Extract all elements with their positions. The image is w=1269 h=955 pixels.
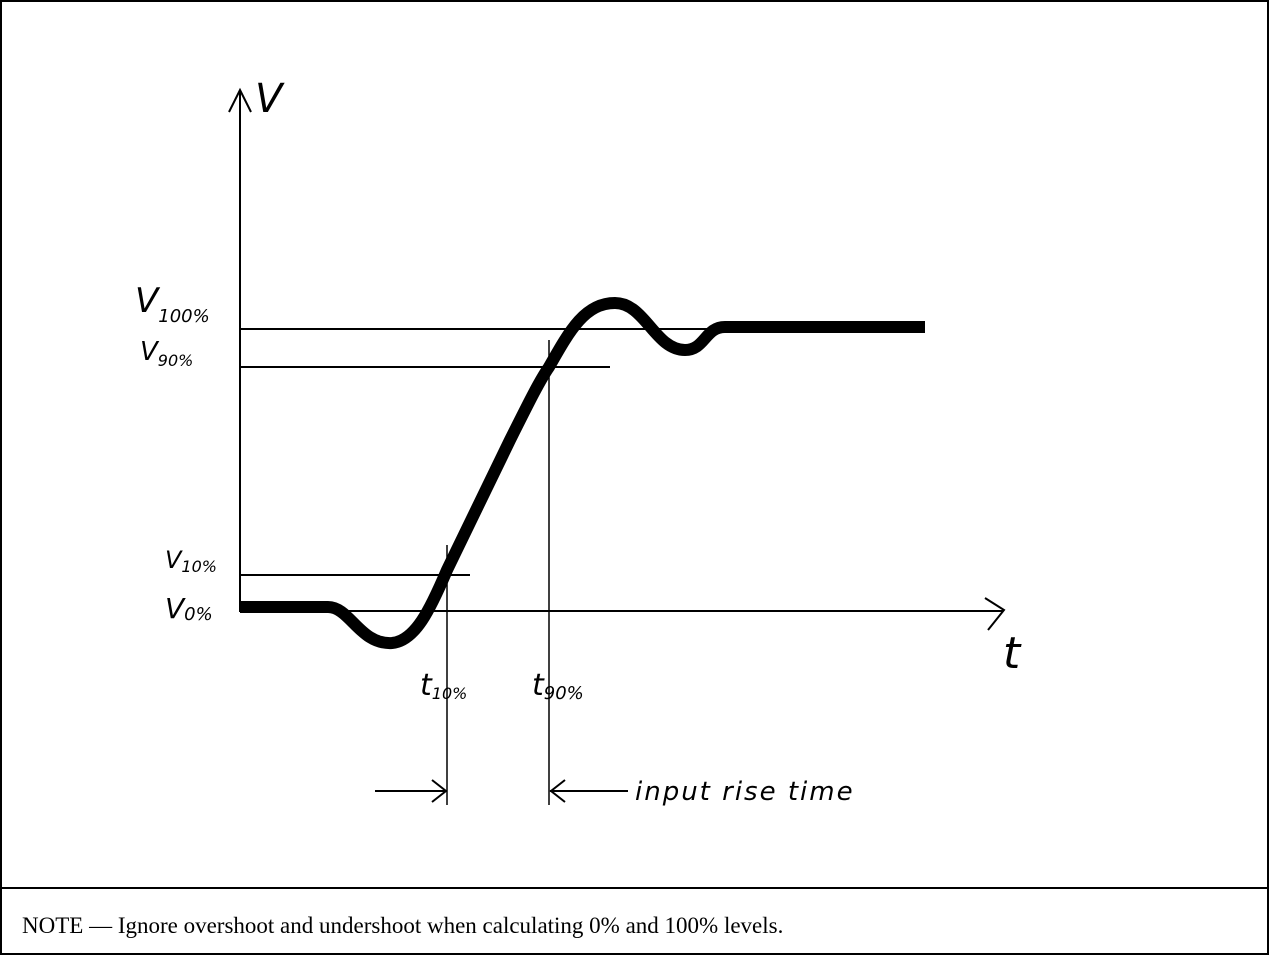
arrowhead (431, 779, 448, 803)
x-arrow (984, 597, 1006, 631)
level-main: V (165, 592, 186, 625)
level-sub: 0% (184, 604, 213, 625)
time-label: t10% (420, 668, 467, 703)
note: NOTE — Ignore overshoot and undershoot w… (22, 913, 783, 938)
time-main: t (420, 668, 433, 703)
level-sub: 90% (158, 351, 194, 370)
annotation: input rise time (635, 777, 855, 807)
y-arrow (228, 87, 252, 113)
x-axis-label: t (1003, 628, 1022, 679)
y-axis-label: V (255, 76, 285, 122)
level-label: V0% (165, 592, 213, 625)
arrowhead (549, 779, 566, 803)
axes (228, 87, 1006, 805)
time-sub: 10% (432, 684, 468, 703)
level-main: V (135, 281, 161, 321)
level-label: V100% (135, 281, 210, 327)
time-label: t90% (532, 668, 584, 704)
level-main: V (140, 337, 160, 367)
level-sub: 10% (181, 557, 217, 576)
level-label: V10% (165, 546, 217, 576)
signal-curve (240, 297, 925, 649)
time-main: t (532, 668, 545, 703)
level-sub: 100% (158, 306, 209, 327)
time-sub: 90% (544, 683, 584, 704)
level-main: V (165, 546, 183, 574)
level-label: V90% (140, 337, 193, 370)
